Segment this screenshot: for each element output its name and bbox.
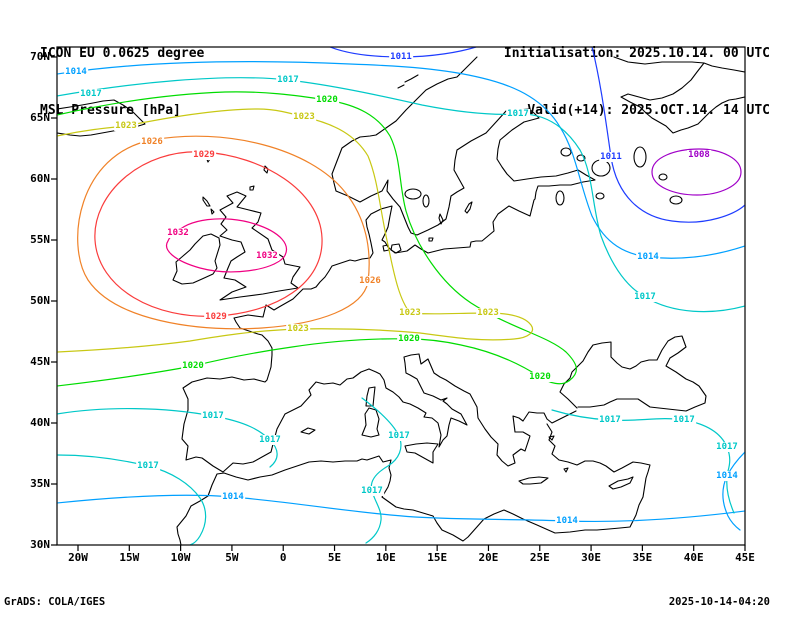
island-cyprus (608, 476, 634, 490)
lake-vanern (404, 188, 422, 200)
isobar-1014-south (57, 494, 745, 523)
lat-tick-label: 40N (30, 416, 50, 429)
lon-tick-label: 25E (529, 551, 550, 564)
lon-tick-label: 15E (427, 551, 448, 564)
lon-tick-label: 45E (735, 551, 755, 564)
coastline-italy (368, 353, 468, 448)
lake-ilmen (595, 192, 605, 200)
lat-tick-label: 45N (30, 355, 50, 368)
isobar-1029 (94, 151, 323, 317)
island-faroe (205, 156, 211, 163)
coastline-balkans-greece (418, 353, 577, 467)
coastline-ireland (172, 233, 221, 285)
isobar-1032 (166, 218, 287, 273)
island-oland (438, 213, 444, 225)
isobar-1008 (651, 148, 742, 196)
lon-tick-label: 20W (68, 551, 88, 564)
isobar-1017-portugal (57, 454, 207, 545)
lake-peipus (555, 190, 565, 206)
isobar-1011-north (329, 47, 477, 58)
lon-tick-label: 10W (170, 551, 191, 564)
coastline-barents (703, 62, 745, 73)
island-sicily (404, 442, 439, 464)
coastline-iceland (57, 99, 146, 137)
title-block-right: Initialisation: 2025.10.14. 00 UTC Valid… (504, 6, 770, 158)
isobar-1017-main (57, 77, 745, 313)
lake-beloye (658, 173, 668, 181)
lon-tick-label: 10E (375, 551, 396, 564)
island-rhodes (563, 467, 569, 473)
lat-tick-label: 35N (30, 477, 50, 490)
lon-tick-label: 15W (119, 551, 140, 564)
lat-tick-label: 55N (30, 233, 50, 246)
island-zealand (390, 243, 402, 254)
isobar-1014-main (57, 61, 745, 259)
axis-ticks (51, 56, 746, 551)
lat-tick-label: 65N (30, 111, 50, 124)
isobar-1023-main (57, 108, 534, 353)
lake-rybinsk (669, 195, 683, 205)
co coastlines (57, 56, 745, 545)
island-hebrides (202, 196, 215, 215)
lon-tick-label: 30E (581, 551, 601, 564)
lon-tick-label: 40E (683, 551, 704, 564)
coastline-iberia-france (181, 286, 370, 473)
isobar-1020-main (57, 91, 577, 387)
field-title: MSL Pressure [hPa] (40, 103, 181, 118)
lon-tick-label: 35E (632, 551, 653, 564)
lat-tick-label: 50N (30, 294, 50, 307)
lat-tick-label: 60N (30, 172, 50, 185)
isobar-1026 (77, 135, 370, 330)
valid-time: Valid(+14): 2025.OCT.14. 14 UTC (527, 103, 770, 118)
model-title: ICON EU 0.0625 degree (40, 46, 205, 61)
coastline-britain (219, 191, 301, 301)
coastline-lofoten (397, 74, 419, 89)
plot-timestamp: 2025-10-14-04:20 (668, 596, 770, 608)
island-bornholm (428, 237, 434, 242)
island-mallorca (300, 427, 316, 435)
lat-tick-label: 70N (30, 50, 50, 63)
coastline-blacksea (559, 335, 707, 412)
lon-tick-label: 0 (279, 551, 287, 564)
init-time: Initialisation: 2025.10.14. 00 UTC (503, 46, 770, 61)
lake-ladoga (591, 159, 611, 177)
lake-onega (633, 146, 647, 168)
lon-tick-label: 5W (225, 551, 239, 564)
lake-paijanne (576, 154, 586, 162)
lon-tick-label: 20E (478, 551, 499, 564)
island-sardinia (361, 407, 380, 438)
lon-tick-label: 5E (327, 551, 342, 564)
coastline-turkey-levant-africa (176, 423, 651, 545)
lake-saimaa (560, 147, 572, 157)
island-crete (518, 476, 549, 485)
island-orkney (249, 185, 255, 191)
coastline-kola-whitesea (613, 56, 745, 134)
isobar-lines (57, 47, 745, 545)
island-corsica (365, 386, 376, 407)
island-lesbos (548, 435, 555, 441)
coastline-north-baltic-scandinavia (315, 56, 596, 288)
island-gotland (464, 201, 473, 214)
isobar-1011-east (591, 47, 745, 223)
grads-credit: GrADS: COLA/IGES (4, 596, 106, 608)
plot-frame (56, 46, 746, 546)
lake-vattern (422, 194, 430, 208)
isobar-1017-italy (361, 397, 402, 544)
isobar-1014-southeast (722, 451, 745, 531)
isobar-1017-spain (57, 407, 278, 468)
title-block-left: ICON EU 0.0625 degree MSL Pressure [hPa] (40, 6, 204, 158)
lat-tick-label: 30N (30, 538, 50, 551)
